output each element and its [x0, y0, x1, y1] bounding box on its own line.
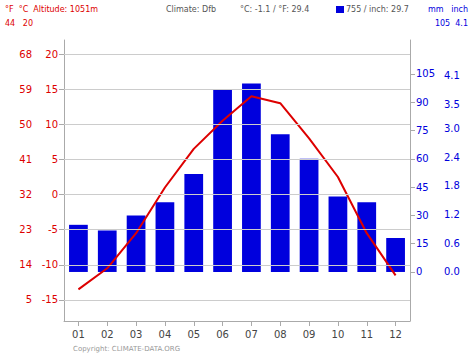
- svg-text:1.2: 1.2: [444, 209, 460, 220]
- svg-text:03: 03: [130, 329, 143, 340]
- svg-text:3.0: 3.0: [444, 123, 460, 134]
- svg-text:05: 05: [187, 329, 200, 340]
- svg-text:Copyright: CLIMATE-DATA.ORG: Copyright: CLIMATE-DATA.ORG: [73, 345, 180, 353]
- svg-text:10: 10: [332, 329, 345, 340]
- svg-text:23: 23: [19, 224, 32, 235]
- svg-text:14: 14: [19, 259, 32, 270]
- svg-text:15: 15: [416, 238, 429, 249]
- svg-text:0.6: 0.6: [444, 238, 460, 249]
- svg-text:755 / inch: 29.7: 755 / inch: 29.7: [346, 5, 409, 14]
- svg-text:0: 0: [416, 266, 422, 277]
- svg-text:30: 30: [416, 210, 429, 221]
- svg-text:68: 68: [19, 49, 32, 60]
- svg-text:09: 09: [303, 329, 316, 340]
- svg-text:08: 08: [274, 329, 287, 340]
- svg-text:41: 41: [19, 154, 32, 165]
- svg-text:12: 12: [389, 329, 402, 340]
- svg-text:45: 45: [416, 182, 429, 193]
- svg-text:5: 5: [26, 294, 32, 305]
- svg-text:2.4: 2.4: [444, 152, 460, 163]
- svg-text:1.8: 1.8: [444, 180, 460, 191]
- svg-text:5: 5: [52, 154, 58, 165]
- svg-text:44 20: 44 20: [5, 19, 33, 28]
- svg-text:4.1: 4.1: [444, 70, 460, 81]
- svg-text:10: 10: [45, 119, 58, 130]
- svg-text:04: 04: [159, 329, 172, 340]
- svg-text:0.0: 0.0: [444, 266, 460, 277]
- svg-text:60: 60: [416, 153, 429, 164]
- svg-text:°F °C Altitude: 1051m: °F °C Altitude: 1051m: [5, 5, 98, 14]
- svg-text:15: 15: [45, 84, 58, 95]
- svg-text:-5: -5: [48, 224, 58, 235]
- svg-text:-10: -10: [42, 259, 58, 270]
- svg-text:07: 07: [245, 329, 258, 340]
- svg-text:11: 11: [360, 329, 373, 340]
- svg-text:75: 75: [416, 125, 429, 136]
- svg-text:Climate: Dfb: Climate: Dfb: [166, 5, 216, 14]
- svg-text:°C: -1.1 / °F: 29.4: °C: -1.1 / °F: 29.4: [240, 5, 309, 14]
- svg-text:32: 32: [19, 189, 32, 200]
- svg-text:90: 90: [416, 97, 429, 108]
- svg-text:-15: -15: [42, 294, 58, 305]
- svg-text:0: 0: [52, 189, 58, 200]
- svg-text:3.5: 3.5: [444, 99, 460, 110]
- svg-text:06: 06: [216, 329, 229, 340]
- svg-text:50: 50: [19, 119, 32, 130]
- svg-text:105: 105: [416, 68, 435, 79]
- svg-text:mm inch: mm inch: [428, 5, 468, 14]
- svg-text:01: 01: [72, 329, 85, 340]
- svg-text:02: 02: [101, 329, 114, 340]
- svg-text:105 4.1: 105 4.1: [435, 19, 468, 28]
- svg-text:20: 20: [45, 49, 58, 60]
- svg-text:59: 59: [19, 84, 32, 95]
